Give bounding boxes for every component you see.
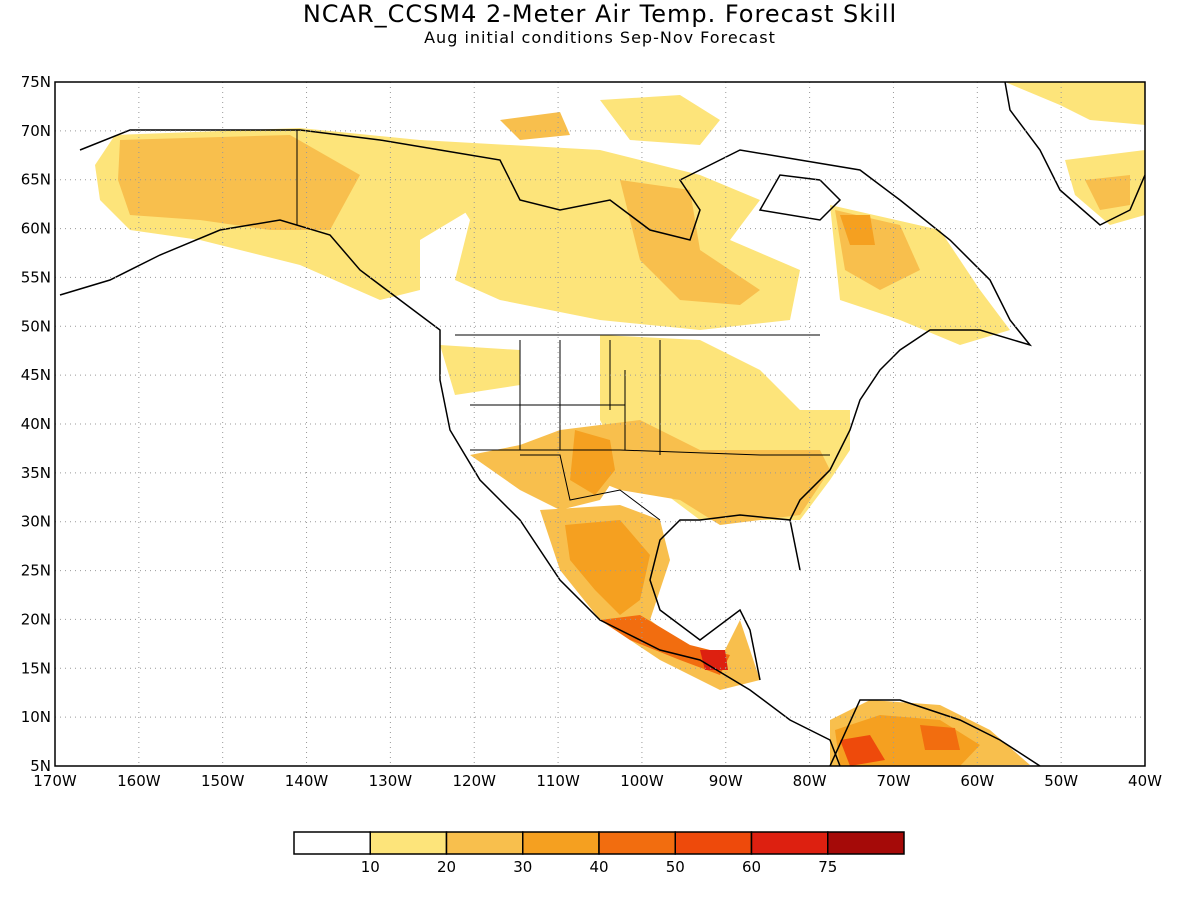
lat-tick-label: 25N	[21, 562, 51, 580]
legend-label: 60	[742, 858, 761, 876]
legend-swatch	[827, 831, 905, 855]
lon-tick-label: 60W	[960, 772, 994, 790]
graticule	[55, 82, 1145, 766]
legend-swatch	[598, 831, 676, 855]
lon-tick-label: 80W	[793, 772, 827, 790]
lat-tick-label: 5N	[30, 757, 51, 775]
lon-tick-label: 140W	[285, 772, 329, 790]
borders	[296, 130, 830, 521]
lat-tick-label: 35N	[21, 464, 51, 482]
legend-label: 10	[361, 858, 380, 876]
lon-tick-label: 130W	[369, 772, 413, 790]
legend-swatch	[293, 831, 371, 855]
map-title: NCAR_CCSM4 2-Meter Air Temp. Forecast Sk…	[302, 0, 898, 28]
lon-tick-label: 120W	[452, 772, 496, 790]
legend-swatch	[522, 831, 600, 855]
lat-tick-label: 60N	[21, 220, 51, 238]
lon-tick-label: 70W	[877, 772, 911, 790]
lat-tick-label: 55N	[21, 268, 51, 286]
lat-tick-label: 40N	[21, 415, 51, 433]
lon-tick-label: 170W	[33, 772, 77, 790]
lat-tick-label: 15N	[21, 659, 51, 677]
lat-tick-label: 30N	[21, 513, 51, 531]
lon-tick-label: 160W	[117, 772, 161, 790]
legend-swatch	[750, 831, 829, 855]
axis-ticks: 75N 70N 65N 60N 55N 50N 45N 40N 35N 30N 25N 20N 15N 1…	[21, 73, 1162, 790]
lon-tick-label: 110W	[536, 772, 580, 790]
lat-tick-label: 50N	[21, 317, 51, 335]
lon-tick-label: 50W	[1044, 772, 1078, 790]
lat-tick-label: 45N	[21, 366, 51, 384]
coastlines	[59, 82, 1145, 766]
lat-tick-label: 10N	[21, 708, 51, 726]
lat-tick-label: 75N	[21, 73, 51, 91]
lat-tick-label: 20N	[21, 610, 51, 628]
legend-label: 75	[818, 858, 837, 876]
lat-tick-label: 70N	[21, 122, 51, 140]
legend-label: 30	[513, 858, 532, 876]
lon-tick-label: 150W	[201, 772, 245, 790]
lon-tick-label: 90W	[709, 772, 743, 790]
legend-swatch	[674, 831, 753, 855]
color-legend: 10 20 30 40 50 60 75	[293, 831, 905, 876]
lon-tick-label: 100W	[620, 772, 664, 790]
legend-label: 20	[437, 858, 456, 876]
legend-swatch	[445, 831, 524, 855]
lat-tick-label: 65N	[21, 171, 51, 189]
map-frame	[54, 81, 1146, 767]
legend-label: 50	[666, 858, 685, 876]
lon-tick-label: 40W	[1128, 772, 1162, 790]
legend-swatch	[369, 831, 448, 855]
map-subtitle: Aug initial conditions Sep-Nov Forecast	[424, 28, 776, 47]
legend-label: 40	[589, 858, 608, 876]
